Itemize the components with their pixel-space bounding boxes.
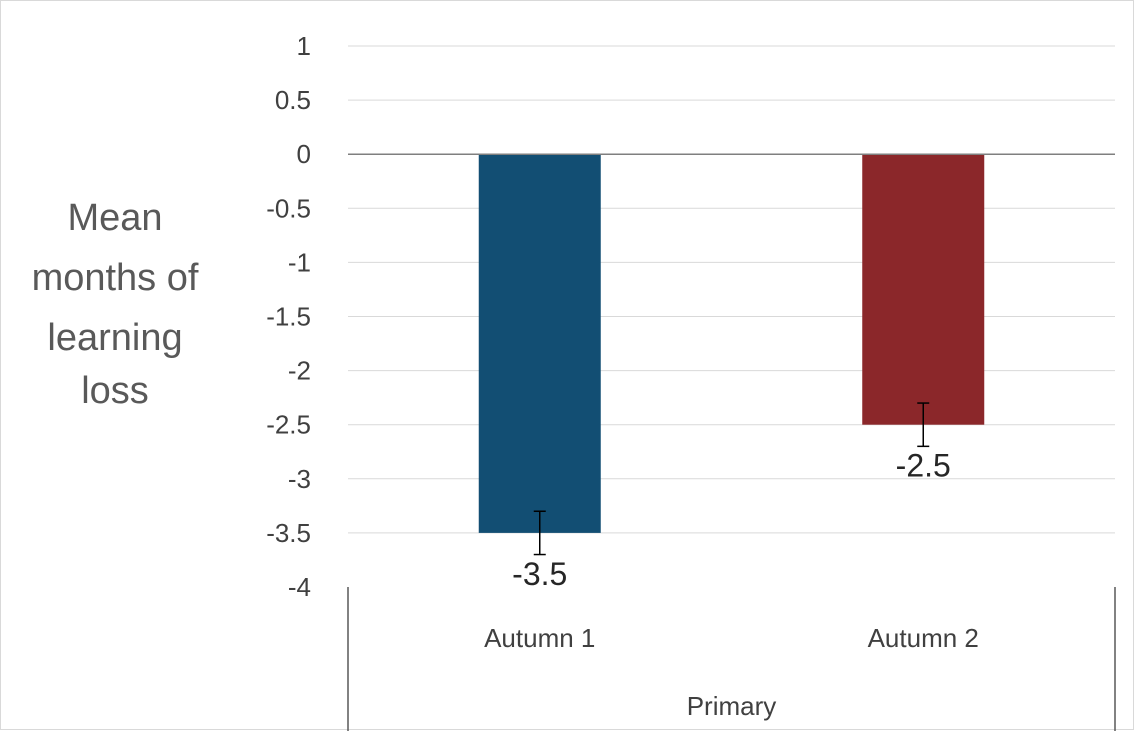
error-bars [533,402,930,556]
x-group-label: Primary [687,691,777,721]
y-axis-label-line: learning [47,317,182,359]
y-tick-label: 0.5 [275,85,311,115]
y-axis-ticks: 1 0.5 0 -0.5 -1 -1.5 -2 -2.5 -3 -3.5 -4 [266,31,311,602]
x-category-label: Autumn 1 [484,623,595,653]
y-axis-label-line: months of [32,257,199,299]
y-axis-label: Mean months of learning loss [32,197,199,412]
y-tick-label: -4 [288,572,311,602]
bars [478,154,985,533]
data-label: -3.5 [512,556,567,592]
x-axis: Autumn 1 Autumn 2 Primary [347,587,1116,731]
x-category-label: Autumn 2 [868,623,979,653]
y-tick-label: -1 [288,247,311,277]
gridlines [348,45,1115,534]
data-label: -2.5 [896,448,951,484]
y-tick-label: 1 [297,31,311,61]
y-axis-label-line: loss [81,370,149,412]
y-tick-label: -3.5 [266,518,311,548]
y-tick-label: 0 [297,139,311,169]
bar [478,154,601,533]
y-axis-label-line: Mean [67,197,162,239]
bar [862,154,985,425]
y-tick-label: -1.5 [266,302,311,332]
y-tick-label: -2.5 [266,410,311,440]
data-labels: -3.5 -2.5 [512,448,951,592]
y-tick-label: -0.5 [266,193,311,223]
y-tick-label: -2 [288,356,311,386]
y-tick-label: -3 [288,464,311,494]
